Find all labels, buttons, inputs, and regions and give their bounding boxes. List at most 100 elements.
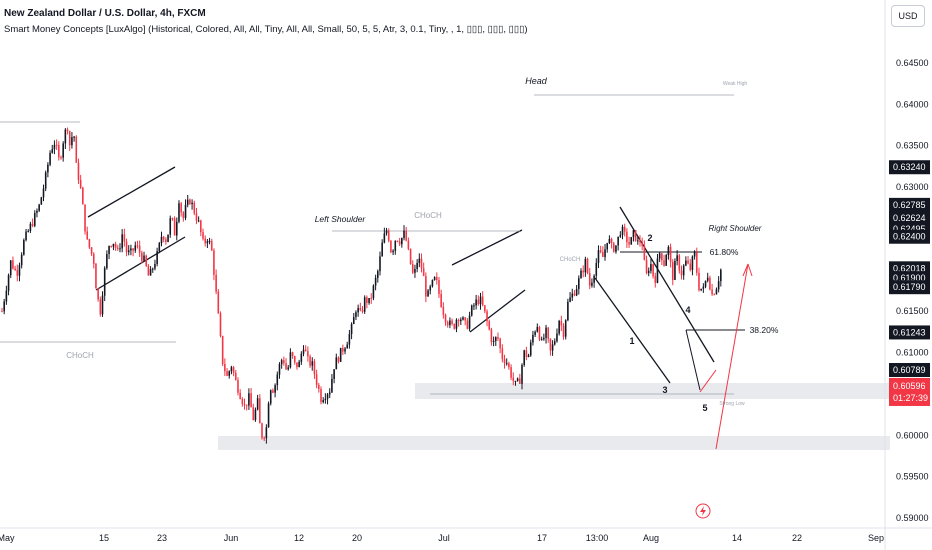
candle-body (604, 249, 606, 257)
candle-body (228, 371, 231, 376)
price-label-text: 0.62785 (893, 200, 926, 210)
candle-body (464, 317, 466, 321)
supply-zone (415, 383, 890, 399)
candle-body (497, 337, 499, 339)
candle-body (261, 423, 263, 438)
currency-button[interactable]: USD (891, 5, 925, 27)
candle-body (560, 320, 563, 326)
current-price-value: 0.60596 (893, 381, 926, 391)
candle-body (339, 347, 342, 362)
candle-body (51, 149, 54, 153)
candle-body (160, 236, 163, 243)
wave-2-label: 2 (647, 233, 652, 243)
time-tick-label: 22 (792, 533, 802, 543)
candle-body (643, 245, 646, 260)
candle-body (610, 238, 613, 244)
candle-body (29, 223, 32, 232)
time-tick-label: Sep (868, 533, 884, 543)
candle-body (38, 204, 40, 211)
candle-body (300, 353, 303, 362)
projection-line (715, 263, 749, 450)
wave-line (685, 329, 701, 391)
candle-body (230, 367, 233, 372)
time-tick-label: 12 (294, 533, 304, 543)
candle-body (438, 280, 440, 294)
price-label (889, 197, 930, 212)
candle-body (5, 290, 8, 302)
candle-body (112, 243, 115, 247)
candle-body (151, 268, 154, 270)
candle-body (278, 364, 281, 375)
indicator-legend[interactable]: Smart Money Concepts [LuxAlgo] (Historic… (4, 24, 528, 35)
candle-body (612, 243, 615, 252)
candle-body (88, 239, 91, 248)
time-tick-label: 23 (157, 533, 167, 543)
price-tick-label: 0.64500 (896, 58, 929, 68)
candle-body (12, 260, 14, 269)
candle-body (158, 242, 161, 252)
candle-body (543, 337, 545, 340)
candle-body (14, 268, 16, 270)
candle-body (296, 362, 298, 368)
time-tick-label: May (0, 533, 15, 543)
candle-body (621, 226, 624, 235)
candle-body (213, 250, 215, 275)
candle-body (259, 398, 261, 424)
time-axis[interactable]: May 15 23 Jun 12 20 Jul 17 13:00 Aug 14 22 Sep (0, 533, 884, 543)
candle-body (182, 212, 185, 218)
candle-body (674, 260, 676, 280)
candle-body (481, 296, 484, 306)
candle-body (193, 202, 196, 214)
candle-body (516, 378, 519, 381)
candle-body (706, 277, 709, 281)
candle-body (580, 270, 582, 279)
candle-body (47, 164, 49, 173)
candle-body (484, 305, 486, 312)
price-tick-label: 0.61000 (896, 348, 929, 358)
candle-body (488, 321, 491, 330)
wave-4-label: 4 (685, 305, 690, 315)
fib-618-label: 61.80% (710, 247, 739, 257)
price-tick-label: 0.59500 (896, 472, 929, 482)
candle-body (108, 245, 110, 255)
candle-body (569, 297, 571, 302)
candle-body (503, 359, 506, 364)
candle-body (143, 255, 145, 261)
candle-body (486, 311, 488, 322)
candle-body (40, 197, 43, 205)
candle-body (285, 363, 287, 370)
candle-body (60, 157, 62, 159)
candle-body (309, 356, 311, 366)
candle-body (328, 392, 331, 395)
channel-lower-line (95, 236, 186, 291)
candle-body (217, 291, 220, 314)
candle-body (254, 409, 257, 421)
candle-body (361, 310, 364, 312)
candle-body (468, 315, 471, 329)
price-label-text: 0.62495 (893, 224, 926, 234)
candle-body (293, 356, 296, 363)
time-tick-label: Jul (438, 533, 450, 543)
candle-body (615, 245, 617, 252)
candle-body (224, 364, 226, 372)
lightning-icon[interactable] (695, 503, 711, 519)
candle-body (64, 129, 67, 144)
candle-body (267, 403, 270, 428)
candle-body (573, 293, 576, 296)
candle-body (23, 240, 25, 255)
candle-body (519, 378, 521, 384)
candle-body (42, 188, 45, 198)
candle-body (628, 242, 630, 245)
candle-body (512, 377, 515, 381)
candle-body (106, 254, 108, 269)
price-label (889, 280, 930, 295)
candle-body (195, 213, 198, 221)
price-tick-label: 0.60000 (896, 430, 929, 440)
lightning-icon[interactable] (700, 506, 706, 516)
candle-body (197, 220, 200, 222)
channel-lower-line (469, 289, 526, 333)
choch-label: CHoCH (66, 351, 94, 360)
candle-body (654, 276, 657, 283)
price-tick-label: 0.59000 (896, 513, 929, 523)
